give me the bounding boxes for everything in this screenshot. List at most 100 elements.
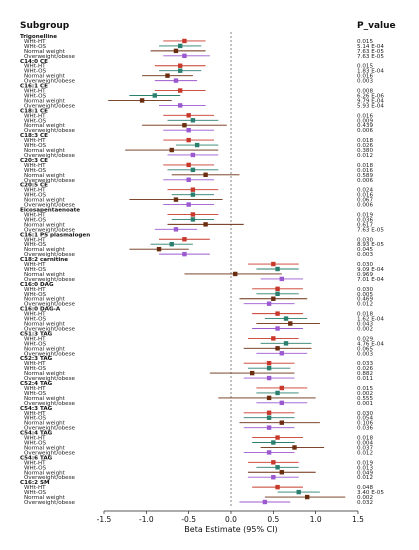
estimate-marker [186,162,191,168]
p-value: 0.065 [357,346,373,352]
row-label: Overweight/obese [24,178,76,184]
row-label: Normal weight [24,222,66,228]
estimate-marker [271,336,276,341]
estimate-marker [139,98,145,103]
estimate-marker [190,217,196,222]
row-label: WHt-OS [24,416,47,422]
estimate-marker [173,197,179,202]
p-value: 0.016 [357,193,373,199]
estimate-marker [186,113,191,118]
estimate-marker [275,326,280,331]
p-value: 0.012 [357,450,373,456]
p-value: 1.83 E-04 [357,69,384,75]
row-label: WHt-HT [24,312,46,318]
row-label: Overweight/obese [24,401,76,407]
row-label: WHt-OS [24,242,47,248]
p-value: 0.002 [357,326,373,332]
p-value: 0.380 [357,148,373,154]
estimate-marker [288,321,293,326]
p-value: 0.016 [357,168,373,174]
estimate-marker [190,167,196,173]
estimate-marker [178,68,183,73]
estimate-marker [292,445,297,450]
row-label: Normal weight [24,421,66,427]
x-tick-label: 1.5 [352,515,364,524]
p-value: 0.019 [357,460,373,466]
p-value: 0.016 [357,113,373,119]
estimate-marker [190,118,196,123]
estimate-marker [283,341,289,346]
row-label: Overweight/obese [24,426,76,432]
group-label: C16:1 CE [20,84,48,90]
p-value: 0.006 [357,178,373,184]
row-label: WHt-HT [24,460,46,466]
estimate-marker [182,53,187,59]
p-value: 0.015 [357,386,373,392]
estimate-marker [169,147,174,153]
row-label: WHt-OS [24,366,47,372]
row-label: Overweight/obese [24,128,76,134]
estimate-marker [279,276,284,282]
p-value: 0.019 [357,212,373,218]
row-label: WHt-OS [24,69,47,75]
row-label: WHt-HT [24,163,46,169]
x-tick-label: -1.0 [139,515,154,524]
p-value: 0.015 [357,39,373,45]
estimate-marker [271,261,276,267]
p-value: 0.003 [357,252,373,258]
p-value: 0.036 [357,217,373,223]
row-label: WHt-HT [24,237,46,243]
estimate-marker [279,420,284,425]
estimate-marker [178,63,183,68]
p-value: 0.037 [357,445,373,451]
group-label: C20:3 CE [20,158,48,164]
row-label: WHt-HT [24,39,46,45]
p-value: 0.555 [357,396,373,402]
p-value: 0.029 [357,336,373,342]
estimate-marker [186,137,191,143]
estimate-marker [266,410,272,415]
group-label: C16:0 DAG [20,282,54,288]
p-value: 0.006 [357,203,373,209]
p-value: 0.011 [357,376,373,382]
p-value: 0.018 [357,312,373,318]
estimate-marker [275,266,280,272]
estimate-marker [152,93,157,98]
p-value: 0.015 [357,64,373,70]
row-label: Overweight/obese [24,500,76,506]
row-label: Overweight/obese [24,54,76,60]
row-label: WHt-HT [24,113,46,119]
p-value: 0.067 [357,198,373,204]
row-label: Overweight/obese [24,351,76,357]
p-value: 0.006 [357,128,373,134]
estimate-marker [275,346,280,351]
p-value: 0.018 [357,163,373,169]
p-value: 0.036 [357,426,373,432]
estimate-marker [178,88,183,93]
row-label: Overweight/obese [24,450,76,456]
estimate-marker [271,475,276,480]
estimate-marker [271,296,276,301]
estimate-marker [182,123,187,128]
estimate-marker [190,212,196,217]
p-value: 0.589 [357,173,373,179]
row-label: Normal weight [24,123,66,129]
group-label: C14:0 CE [20,59,48,65]
row-label: Normal weight [24,445,66,451]
group-label: C54:6 TAG [20,455,53,461]
row-label: Normal weight [24,247,66,253]
estimate-marker [275,291,280,296]
p-value: 0.008 [357,89,373,95]
estimate-marker [275,484,280,490]
row-label: Normal weight [24,346,66,352]
estimate-marker [305,494,310,500]
estimate-marker [182,251,187,257]
estimate-marker [178,103,183,108]
row-label: Normal weight [24,173,66,179]
row-label: WHt-HT [24,212,46,218]
p-value-header: P_value [357,21,396,31]
p-value: 5.93 E-04 [357,103,384,109]
estimate-marker [296,489,301,495]
p-value: 9.09 E-04 [357,267,384,273]
